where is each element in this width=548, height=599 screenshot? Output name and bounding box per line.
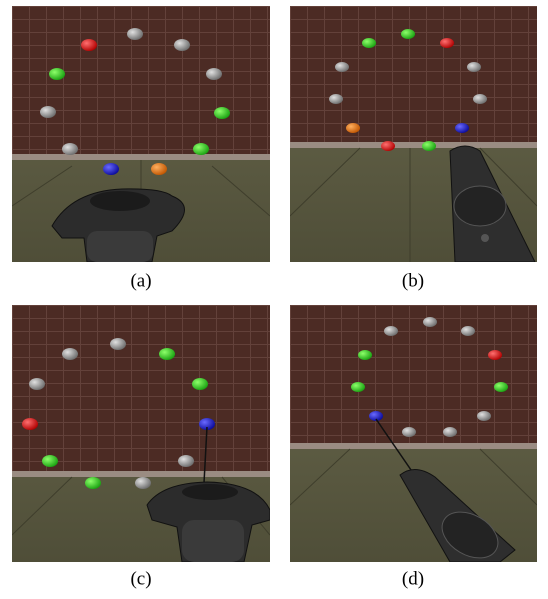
- figure: (a) (b) (c) (d): [0, 0, 548, 594]
- caption: (b): [402, 270, 424, 291]
- panel-d: [290, 305, 537, 567]
- caption: (d): [402, 568, 424, 589]
- caption: (c): [130, 568, 151, 589]
- panel-a: [12, 6, 270, 262]
- panel-c: [12, 305, 270, 562]
- panel-b: [290, 6, 537, 262]
- caption: (a): [130, 270, 151, 291]
